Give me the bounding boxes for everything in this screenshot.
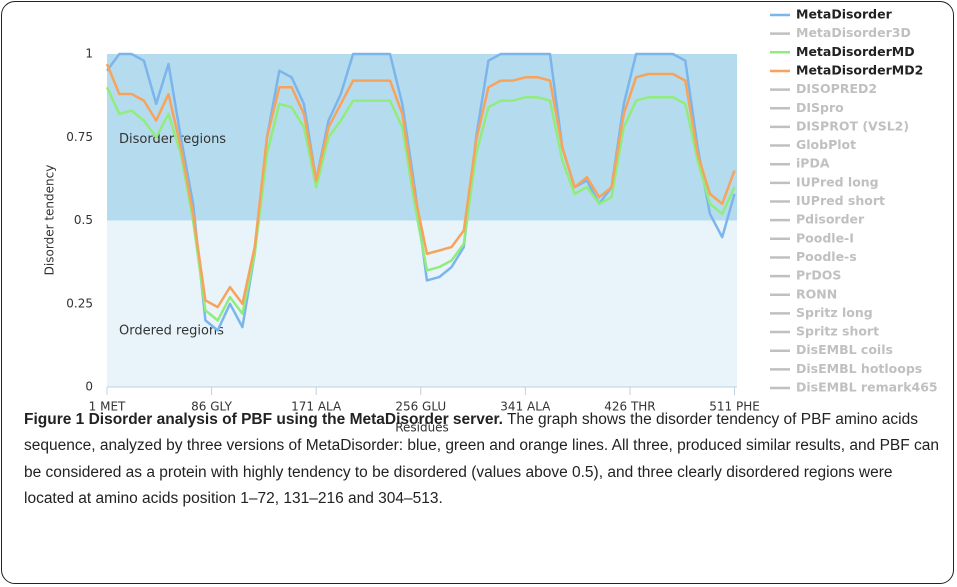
legend-label[interactable]: DisEMBL hotloops (796, 361, 922, 376)
y-tick-label: 0.5 (74, 213, 93, 227)
y-tick-label: 0.25 (66, 296, 93, 310)
legend-label[interactable]: PrDOS (796, 268, 841, 283)
y-tick-label: 0.75 (66, 130, 93, 144)
y-axis-title: Disorder tendency (43, 165, 57, 276)
x-tick-label: 256 GLU (395, 400, 446, 414)
x-axis-title: Residues (395, 421, 449, 435)
legend-label[interactable]: DISpro (796, 100, 844, 115)
x-tick-label: 1 MET (89, 400, 126, 414)
x-tick-label: 171 ALA (291, 400, 342, 414)
legend-label[interactable]: MetaDisorderMD (796, 44, 915, 59)
legend-label[interactable]: MetaDisorder (796, 7, 893, 22)
caption-text: The graph shows the disorder tendency of… (24, 411, 940, 507)
legend-label[interactable]: DisEMBL remark465 (796, 380, 938, 395)
band-label: Disorder regions (119, 132, 226, 147)
legend-label[interactable]: IUPred short (796, 193, 885, 208)
legend-label[interactable]: GlobPlot (796, 137, 856, 152)
legend-label[interactable]: Spritz short (796, 324, 879, 339)
legend-label[interactable]: iPDA (796, 156, 830, 171)
x-tick-label: 341 ALA (500, 400, 551, 414)
caption-title: Figure 1 Disorder analysis of PBF using … (24, 411, 503, 428)
plot-band (107, 54, 737, 221)
legend-label[interactable]: DISPROT (VSL2) (796, 118, 909, 133)
caption: Figure 1 Disorder analysis of PBF using … (24, 407, 939, 512)
legend-label[interactable]: DisEMBL coils (796, 342, 893, 357)
y-tick-label: 1 (85, 47, 93, 61)
x-tick-label: 511 PHE (709, 400, 760, 414)
series-line (105, 86, 736, 322)
legend-label[interactable]: Poodle-s (796, 249, 857, 264)
series-line (105, 63, 736, 309)
y-tick-label: 0 (85, 380, 93, 394)
band-label: Ordered regions (119, 323, 224, 338)
legend-label[interactable]: RONN (796, 286, 837, 301)
legend-label[interactable]: Spritz long (796, 305, 873, 320)
legend-label[interactable]: Poodle-I (796, 230, 854, 245)
legend-label[interactable]: MetaDisorderMD2 (796, 62, 923, 77)
legend-label[interactable]: DISOPRED2 (796, 81, 877, 96)
legend-label[interactable]: IUPred long (796, 174, 879, 189)
legend-label[interactable]: Pdisorder (796, 212, 865, 227)
x-tick-label: 86 GLY (191, 400, 232, 414)
legend-label[interactable]: MetaDisorder3D (796, 25, 911, 40)
x-tick-label: 426 THR (604, 400, 655, 414)
